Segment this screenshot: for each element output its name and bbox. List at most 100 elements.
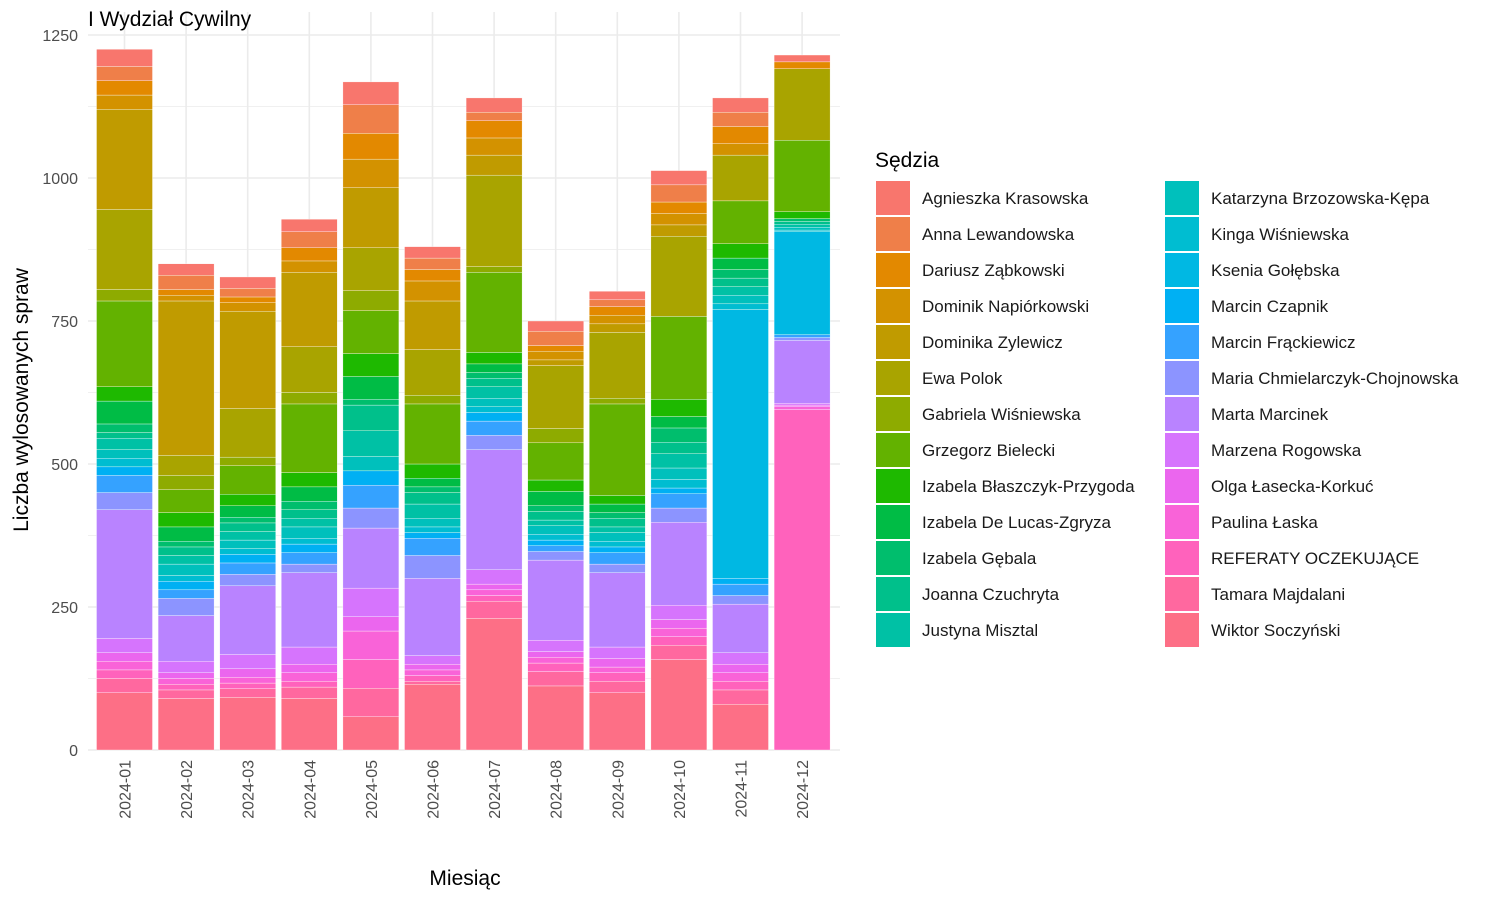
bar-segment: Grzegorz Bielecki (2024-12): 125 — [773, 140, 831, 212]
bar-segment: Kinga Wiśniewska (2024-09): 10 — [589, 541, 646, 548]
bar-segment: Justyna Misztal (2024-03): 15 — [219, 531, 276, 541]
bar-segment: Ewa Polok (2024-03): 85 — [219, 408, 276, 458]
bar-segment: Tamara Majdalani (2024-03): 15 — [219, 688, 276, 698]
bar-segment: Dominika Zylewicz (2024-07): 35 — [465, 154, 523, 176]
bar-segment: Marta Marcinek (2024-01): 225 — [96, 509, 153, 639]
bar-segment: Ewa Polok (2024-07): 160 — [465, 174, 523, 267]
bar-segment: Maria Chmielarczyk-Chojnowska (2024-08):… — [527, 551, 584, 561]
bar-segment: Wiktor Soczyński (2024-11): 80 — [712, 704, 769, 751]
legend-item: Kinga Wiśniewska — [1165, 217, 1349, 251]
x-tick-label: 2024-09 — [610, 760, 627, 819]
bar-segment: Marzena Rogowska (2024-01): 25 — [96, 638, 153, 653]
bar-segment: Wiktor Soczyński (2024-03): 92 — [219, 697, 276, 751]
legend-item: Anna Lewandowska — [876, 217, 1075, 251]
bar-segment: Izabela Błaszczyk-Przygoda (2024-05): 40 — [342, 353, 400, 377]
bar-segment: Ksenia Gołębska (2024-12): 180 — [773, 231, 831, 335]
bar-segment: Dariusz Ząbkowski (2024-05): 45 — [342, 133, 400, 160]
bar-segment: Izabela Błaszczyk-Przygoda (2024-03): 20 — [219, 494, 276, 506]
bar-segment: Izabela De Lucas-Zgryza (2024-06): 15 — [404, 478, 461, 488]
legend-swatch — [876, 397, 910, 431]
legend-swatch — [876, 505, 910, 539]
bar-segment: Olga Łasecka-Korkuć (2024-07): 10 — [465, 583, 523, 591]
bar-segment: Tamara Majdalani (2024-02): 15 — [157, 689, 215, 699]
bar-segment: Agnieszka Krasowska (2024-06): 20 — [404, 246, 461, 259]
bar-segment: Dariusz Ząbkowski (2024-10): 20 — [650, 201, 708, 214]
x-tick-label: 2024-05 — [364, 760, 381, 819]
bar-segment: Izabela Gębala (2024-08): 10 — [527, 505, 584, 512]
bar-segment: Katarzyna Brzozowska-Kępa (2024-02): 20 — [157, 563, 215, 576]
bar-segment: Olga Łasecka-Korkuć (2024-11): 15 — [712, 664, 769, 673]
bar-segment: Izabela Błaszczyk-Przygoda (2024-01): 25 — [96, 386, 153, 402]
bar-segment: Katarzyna Brzozowska-Kępa (2024-01): 15 — [96, 449, 153, 459]
bar-segment: REFERATY OCZEKUJĄCE (2024-07): 10 — [465, 595, 523, 602]
bar-segment: Izabela De Lucas-Zgryza (2024-07): 15 — [465, 363, 523, 373]
legend-swatch — [876, 181, 910, 215]
bar-segment: Grzegorz Bielecki (2024-10): 145 — [650, 316, 708, 400]
bar-segment: Gabriela Wiśniewska (2024-07): 10 — [465, 266, 523, 273]
bar-segment: Dariusz Ząbkowski (2024-02): 10 — [157, 289, 215, 296]
legend-item: Katarzyna Brzozowska-Kępa — [1165, 181, 1430, 215]
bar-segment: Wiktor Soczyński (2024-06): 115 — [404, 684, 461, 751]
bar-segment: Katarzyna Brzozowska-Kępa (2024-11): 15 — [712, 295, 769, 305]
bar-segment: Ewa Polok (2024-08): 110 — [527, 365, 584, 429]
bar-segment: Agnieszka Krasowska (2024-10): 25 — [650, 170, 708, 186]
legend-label: Joanna Czuchryta — [922, 585, 1060, 604]
bar-segment: Izabela Gębala (2024-07): 10 — [465, 372, 523, 379]
legend-item: Izabela Gębala — [876, 541, 1037, 575]
bar-segment: REFERATY OCZEKUJĄCE (2024-08): 15 — [527, 662, 584, 672]
legend-title: Sędzia — [875, 149, 940, 172]
bar-segment: Marzena Rogowska (2024-08): 20 — [527, 640, 584, 652]
bar-segment: Olga Łasecka-Korkuć (2024-01): 15 — [96, 652, 153, 662]
bar-segment: Agnieszka Krasowska (2024-03): 20 — [219, 276, 276, 289]
bar-segment: Marcin Frąckiewicz (2024-12): 5 — [773, 334, 831, 338]
legend-label: Ewa Polok — [922, 369, 1003, 388]
bar-segment: Agnieszka Krasowska (2024-08): 18 — [527, 320, 584, 332]
bar-segment: Izabela Błaszczyk-Przygoda (2024-08): 20 — [527, 479, 584, 492]
bar-segment: Dariusz Ząbkowski (2024-06): 20 — [404, 269, 461, 282]
bar-segment: Izabela Błaszczyk-Przygoda (2024-12): 12 — [773, 211, 831, 219]
bar-segment: Tamara Majdalani (2024-10): 25 — [650, 645, 708, 660]
legend-label: Dominik Napiórkowski — [922, 297, 1089, 316]
bar-segment: Marzena Rogowska (2024-02): 20 — [157, 661, 215, 673]
bar-segment: Joanna Czuchryta (2024-05): 45 — [342, 404, 400, 431]
bar-segment: Olga Łasecka-Korkuć (2024-10): 15 — [650, 619, 708, 629]
bar-segment: Anna Lewandowska (2024-05): 50 — [342, 104, 400, 134]
legend-swatch — [1165, 289, 1199, 323]
bar-segment: Maria Chmielarczyk-Chojnowska (2024-03):… — [219, 574, 276, 587]
bar-segment: Marcin Frąckiewicz (2024-11): 20 — [712, 583, 769, 596]
bar-segment: Joanna Czuchryta (2024-07): 15 — [465, 378, 523, 387]
bar-segment: Izabela De Lucas-Zgryza (2024-01): 40 — [96, 400, 153, 425]
bar-segment: Maria Chmielarczyk-Chojnowska (2024-10):… — [650, 507, 708, 523]
bar-segment: Joanna Czuchryta (2024-11): 15 — [712, 277, 769, 287]
bar-segment: Anna Lewandowska (2024-09): 12 — [589, 299, 646, 307]
bar-segment: Marcin Czapnik (2024-11): 10 — [712, 578, 769, 585]
bar-segment: Agnieszka Krasowska (2024-02): 20 — [157, 263, 215, 276]
bar-segment: Joanna Czuchryta (2024-06): 20 — [404, 492, 461, 505]
bar-segment: Grzegorz Bielecki (2024-04): 120 — [281, 403, 338, 473]
bar-segment: Gabriela Wiśniewska (2024-02): 25 — [157, 475, 215, 490]
legend-item: Tamara Majdalani — [1165, 577, 1345, 611]
legend-item: Agnieszka Krasowska — [876, 181, 1089, 215]
bar-segment: Tamara Majdalani (2024-09): 20 — [589, 681, 646, 693]
bar-segment: Anna Lewandowska (2024-08): 25 — [527, 331, 584, 346]
bar-segment: REFERATY OCZEKUJĄCE (2024-04): 10 — [281, 681, 338, 688]
legend-item: Joanna Czuchryta — [876, 577, 1060, 611]
legend-swatch — [876, 361, 910, 395]
bar-segment: Marcin Frąckiewicz (2024-03): 20 — [219, 562, 276, 575]
bar-segment: REFERATY OCZEKUJĄCE (2024-06): 10 — [404, 675, 461, 682]
x-tick-label: 2024-01 — [118, 760, 135, 819]
y-tick-label: 1250 — [42, 28, 78, 45]
bar-segment: Tamara Majdalani (2024-08): 25 — [527, 671, 584, 687]
bar-segment: Izabela Gębala (2024-04): 15 — [281, 501, 338, 510]
legend-item: Justyna Misztal — [876, 613, 1038, 647]
legend: Sędzia Agnieszka Krasowska Anna Lewandows… — [875, 149, 1459, 647]
bar-segment: Grzegorz Bielecki (2024-09): 160 — [589, 403, 646, 496]
bar-segment: Izabela Błaszczyk-Przygoda (2024-02): 25 — [157, 512, 215, 528]
bar-segment: Katarzyna Brzozowska-Kępa (2024-08): 15 — [527, 525, 584, 535]
legend-label: Izabela De Lucas-Zgryza — [922, 513, 1112, 532]
bar-segment: Marta Marcinek (2024-08): 140 — [527, 559, 584, 641]
bar-segment: Marcin Czapnik (2024-02): 15 — [157, 581, 215, 591]
bar-segment: Anna Lewandowska (2024-07): 15 — [465, 112, 523, 121]
legend-label: REFERATY OCZEKUJĄCE — [1211, 549, 1419, 568]
bar-segment: Justyna Misztal (2024-11): 15 — [712, 286, 769, 296]
